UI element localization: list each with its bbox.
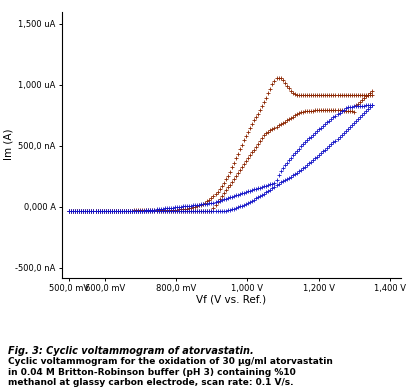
Y-axis label: Im (A): Im (A)	[4, 129, 14, 160]
Text: Cyclic voltammogram for the oxidation of 30 μg/ml atorvastatin: Cyclic voltammogram for the oxidation of…	[8, 357, 333, 366]
Text: Fig. 3: Cyclic voltammogram of atorvastatin.: Fig. 3: Cyclic voltammogram of atorvasta…	[8, 346, 254, 356]
X-axis label: Vf (V vs. Ref.): Vf (V vs. Ref.)	[196, 294, 266, 304]
Text: in 0.04 M Britton-Robinson buffer (pH 3) containing %10: in 0.04 M Britton-Robinson buffer (pH 3)…	[8, 368, 296, 377]
Text: methanol at glassy carbon electrode, scan rate: 0.1 V/s.: methanol at glassy carbon electrode, sca…	[8, 378, 294, 387]
